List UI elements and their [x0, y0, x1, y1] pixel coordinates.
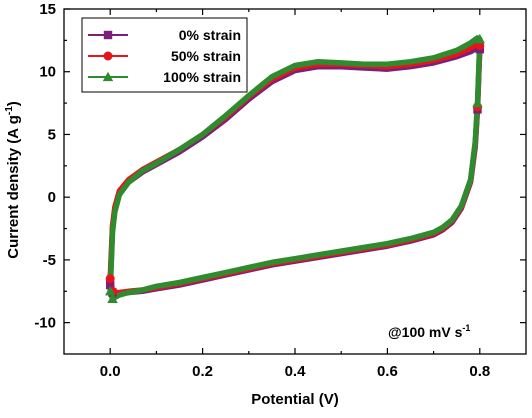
legend-marker	[103, 51, 113, 61]
series-marker-2	[472, 97, 483, 108]
y-tick-label: 15	[39, 1, 56, 18]
legend-label: 50% strain	[171, 48, 241, 64]
y-tick-label: 0	[48, 189, 56, 206]
x-tick-label: 0.4	[285, 363, 307, 380]
x-tick-label: 0.0	[100, 363, 121, 380]
markers-layer	[105, 33, 485, 303]
x-axis-title: Potential (V)	[251, 391, 339, 408]
series-marker-1	[105, 274, 115, 284]
legend: 0% strain 50% strain 100% strain	[81, 17, 248, 93]
scan-rate-annotation: @100 mV s-1	[388, 323, 470, 340]
y-tick-label: 5	[48, 126, 56, 143]
legend-items: 0% strain 50% strain 100% strain	[88, 27, 241, 85]
y-axis-title: Current density (A g-1)	[4, 101, 22, 259]
y-axis-title-main: Current density (A g	[5, 115, 22, 259]
legend-marker	[103, 30, 113, 40]
scan-rate-main: @100 mV s	[388, 324, 463, 340]
scan-rate-sup: -1	[462, 323, 470, 333]
y-axis-title-sup: -1	[4, 106, 15, 115]
series-marker-2	[107, 293, 118, 303]
series-marker-2	[474, 33, 485, 44]
y-axis: -10 -5 0 5 10 15	[34, 1, 526, 332]
y-tick-label: -10	[34, 315, 56, 332]
legend-label: 100% strain	[163, 69, 241, 85]
y-axis-title-end: )	[5, 101, 22, 106]
series-marker-2	[105, 286, 116, 296]
x-tick-label: 0.8	[469, 363, 490, 380]
y-tick-label: 10	[39, 64, 56, 81]
legend-marker	[102, 71, 114, 82]
legend-label: 0% strain	[179, 27, 241, 43]
y-tick-label: -5	[43, 252, 56, 269]
x-tick-label: 0.2	[192, 363, 213, 380]
x-axis: 0.0 0.2 0.4 0.6 0.8	[100, 9, 490, 380]
series-marker-0	[106, 280, 115, 290]
x-tick-label: 0.6	[377, 363, 398, 380]
